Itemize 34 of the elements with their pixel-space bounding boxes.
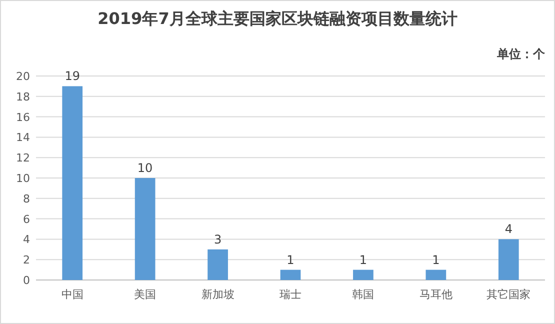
chart-title: 2019年7月全球主要国家区块链融资项目数量统计 [98,9,458,28]
data-label: 1 [286,252,294,267]
bar [498,239,519,280]
x-tick-label: 韩国 [352,288,374,301]
y-tick-label: 14 [16,131,30,144]
text: 单位：个 [496,47,546,61]
bar [62,86,83,280]
data-label: 10 [137,161,153,175]
y-tick-label: 20 [16,70,30,83]
data-label: 1 [432,252,440,267]
y-tick-label: 18 [16,90,30,104]
y-tick-label: 6 [23,212,30,226]
y-tick-label: 4 [23,233,30,246]
y-tick-label: 8 [23,192,30,206]
y-tick-label: 0 [23,274,30,287]
x-tick-label: 新加坡 [201,288,234,301]
x-tick-label: 中国 [61,288,84,301]
y-tick-label: 12 [16,152,30,165]
data-label: 19 [64,69,80,84]
data-label: 1 [359,252,368,267]
bar [208,249,228,280]
x-tick-label: 美国 [134,288,156,301]
x-tick-label: 瑞士 [280,288,302,301]
y-tick-label: 10 [16,172,30,185]
data-label: 3 [214,232,222,246]
data-label: 4 [504,222,512,236]
y-tick-label: 16 [16,110,30,124]
x-tick-label: 其它国家 [486,288,531,301]
bar [426,270,446,280]
y-tick-label: 2 [23,254,30,267]
bar [134,178,156,280]
x-tick-label: 马耳他 [419,288,452,301]
bar [353,270,374,280]
bar [280,270,301,280]
